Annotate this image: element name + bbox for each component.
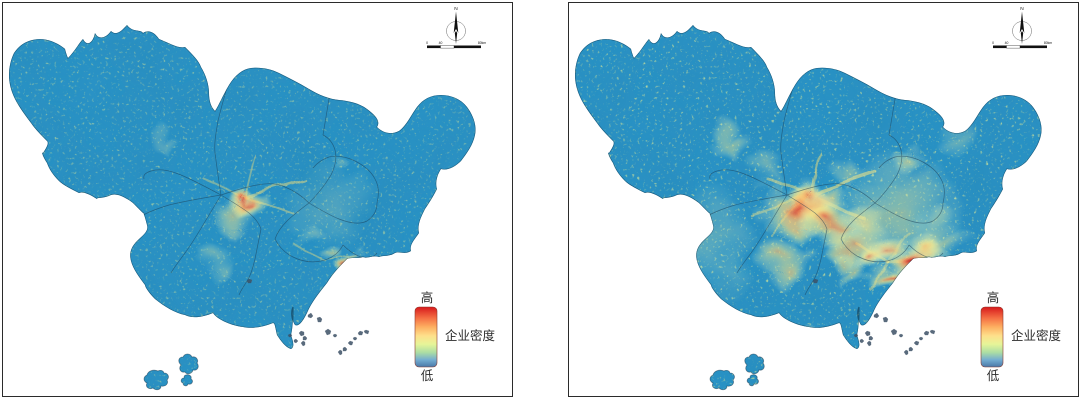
svg-text:N: N — [1020, 6, 1024, 12]
svg-text:0: 0 — [426, 41, 428, 45]
svg-text:企业密度: 企业密度 — [445, 328, 496, 343]
svg-text:低: 低 — [421, 369, 434, 383]
svg-text:80km: 80km — [1044, 41, 1052, 45]
svg-text:企业密度: 企业密度 — [1011, 328, 1062, 343]
svg-text:80km: 80km — [478, 41, 486, 45]
svg-text:高: 高 — [987, 290, 1000, 305]
svg-text:高: 高 — [421, 290, 434, 305]
svg-text:0: 0 — [992, 41, 994, 45]
svg-text:低: 低 — [987, 369, 1000, 383]
svg-text:40: 40 — [439, 41, 443, 45]
svg-text:N: N — [454, 6, 458, 12]
svg-text:40: 40 — [1005, 41, 1009, 45]
